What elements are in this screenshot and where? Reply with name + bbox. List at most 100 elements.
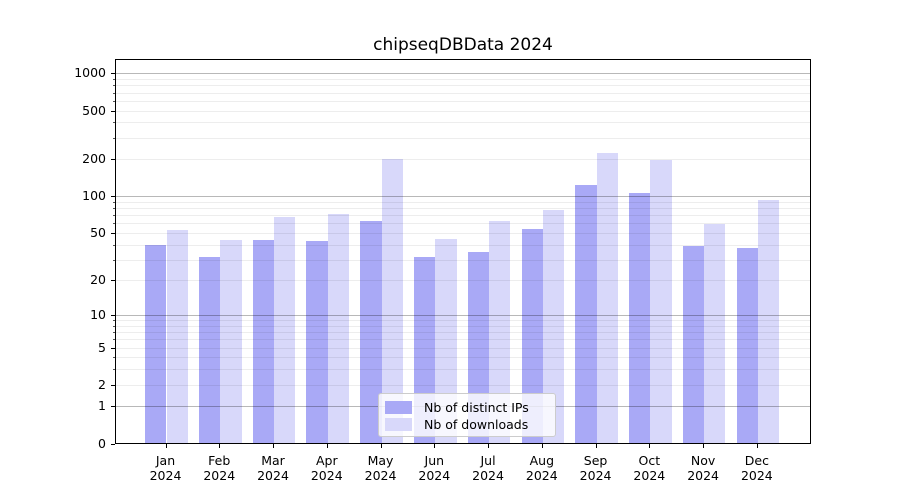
bar-downloads-nov bbox=[704, 224, 726, 443]
x-tick-label-nov: Nov 2024 bbox=[687, 452, 719, 483]
y-minortick-400 bbox=[112, 122, 115, 124]
bar-downloads-apr bbox=[327, 214, 350, 443]
y-minortick-3 bbox=[112, 369, 115, 371]
gridline-800 bbox=[116, 85, 810, 87]
gridline-2 bbox=[116, 384, 810, 386]
y-tick-1000 bbox=[110, 73, 115, 75]
y-tick-0 bbox=[110, 443, 115, 445]
gridline-3 bbox=[116, 369, 810, 371]
gridline-500 bbox=[116, 110, 810, 112]
bar-downloads-jan bbox=[166, 229, 188, 443]
bar-distinct-ips-aug bbox=[521, 228, 543, 443]
gridline-9 bbox=[116, 320, 810, 322]
bar-distinct-ips-jan bbox=[145, 244, 167, 443]
gridline-6 bbox=[116, 339, 810, 341]
gridline-100 bbox=[116, 196, 810, 198]
gridline-7 bbox=[116, 332, 810, 334]
x-tick-label-sep: Sep 2024 bbox=[579, 452, 612, 483]
bar-downloads-feb bbox=[220, 239, 242, 443]
plot-area bbox=[115, 59, 811, 444]
legend: Nb of distinct IPs Nb of downloads bbox=[378, 393, 556, 437]
gridline-4 bbox=[116, 357, 810, 359]
gridline-8 bbox=[116, 325, 810, 327]
x-tick-nov bbox=[703, 443, 705, 448]
y-minortick-40 bbox=[112, 244, 115, 246]
y-tick-5 bbox=[110, 347, 115, 349]
y-tick-500 bbox=[110, 110, 115, 112]
legend-swatch-distinct-ips bbox=[385, 401, 412, 414]
bar-distinct-ips-apr bbox=[306, 241, 328, 443]
x-tick-label-jun: Jun 2024 bbox=[418, 452, 451, 483]
bar-downloads-jul bbox=[489, 221, 511, 443]
y-minortick-600 bbox=[112, 100, 115, 102]
y-minortick-4 bbox=[112, 357, 115, 359]
bar-downloads-sep bbox=[596, 153, 618, 443]
gridline-5 bbox=[116, 347, 810, 349]
bar-downloads-oct bbox=[650, 159, 672, 443]
x-tick-label-jul: Jul 2024 bbox=[472, 452, 504, 483]
x-tick-mar bbox=[273, 443, 275, 448]
chart-title: chipseqDBData 2024 bbox=[373, 35, 553, 55]
y-tick-2 bbox=[110, 384, 115, 386]
gridline-30 bbox=[116, 259, 810, 261]
y-tick-label-500: 500 bbox=[82, 102, 106, 118]
x-tick-jan bbox=[165, 443, 167, 448]
bar-distinct-ips-may bbox=[360, 221, 382, 443]
gridline-1000 bbox=[116, 73, 810, 75]
y-minortick-800 bbox=[112, 85, 115, 87]
x-tick-may bbox=[380, 443, 382, 448]
y-tick-label-20: 20 bbox=[90, 272, 106, 288]
y-tick-100 bbox=[110, 196, 115, 198]
x-tick-label-may: May 2024 bbox=[364, 452, 397, 483]
bar-distinct-ips-feb bbox=[198, 256, 221, 443]
y-minortick-6 bbox=[112, 339, 115, 341]
y-minortick-30 bbox=[112, 259, 115, 261]
legend-label-downloads: Nb of downloads bbox=[424, 417, 529, 432]
gridline-60 bbox=[116, 223, 810, 225]
bar-downloads-aug bbox=[542, 209, 565, 443]
y-tick-200 bbox=[110, 159, 115, 161]
x-tick-feb bbox=[219, 443, 221, 448]
gridline-80 bbox=[116, 208, 810, 210]
y-tick-label-100: 100 bbox=[82, 188, 106, 204]
gridline-50 bbox=[116, 232, 810, 234]
gridline-40 bbox=[116, 244, 810, 246]
x-tick-jun bbox=[434, 443, 436, 448]
y-minortick-60 bbox=[112, 223, 115, 225]
x-tick-label-oct: Oct 2024 bbox=[633, 452, 666, 483]
y-tick-10 bbox=[110, 315, 115, 317]
gridline-300 bbox=[116, 137, 810, 139]
y-minortick-80 bbox=[112, 208, 115, 210]
y-tick-label-50: 50 bbox=[90, 224, 106, 240]
x-tick-label-dec: Dec 2024 bbox=[740, 452, 773, 483]
legend-label-distinct-ips: Nb of distinct IPs bbox=[424, 400, 529, 415]
y-tick-label-10: 10 bbox=[90, 307, 106, 323]
gridline-900 bbox=[116, 79, 810, 81]
y-tick-1 bbox=[110, 406, 115, 408]
legend-item-downloads: Nb of downloads bbox=[385, 416, 555, 433]
y-tick-label-200: 200 bbox=[82, 151, 106, 167]
legend-item-distinct-ips: Nb of distinct IPs bbox=[385, 399, 555, 416]
x-tick-sep bbox=[595, 443, 597, 448]
y-tick-label-5: 5 bbox=[98, 339, 106, 355]
gridline-90 bbox=[116, 201, 810, 203]
bar-distinct-ips-dec bbox=[736, 247, 758, 443]
bar-distinct-ips-oct bbox=[629, 193, 651, 443]
bar-distinct-ips-sep bbox=[575, 184, 597, 443]
bar-downloads-jun bbox=[435, 238, 457, 443]
y-minortick-70 bbox=[112, 215, 115, 217]
bar-downloads-dec bbox=[757, 200, 780, 443]
y-minortick-7 bbox=[112, 332, 115, 334]
bar-distinct-ips-mar bbox=[252, 239, 275, 443]
x-tick-label-jan: Jan 2024 bbox=[149, 452, 182, 483]
y-minortick-9 bbox=[112, 320, 115, 322]
x-tick-oct bbox=[649, 443, 651, 448]
bar-downloads-may bbox=[381, 158, 403, 443]
x-tick-label-feb: Feb 2024 bbox=[203, 452, 236, 483]
y-tick-label-2: 2 bbox=[98, 376, 106, 392]
bar-distinct-ips-nov bbox=[682, 246, 705, 443]
x-tick-dec bbox=[756, 443, 758, 448]
gridline-600 bbox=[116, 100, 810, 102]
x-tick-label-mar: Mar 2024 bbox=[257, 452, 289, 483]
